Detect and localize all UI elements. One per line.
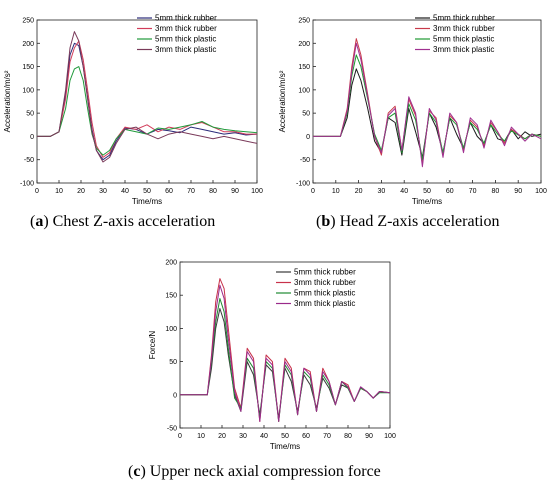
legend-label: 5mm thick rubber (294, 268, 356, 277)
caption-a-text: Chest Z-axis acceleration (48, 213, 216, 230)
x-tick-label: 30 (239, 433, 247, 440)
x-tick-label: 100 (535, 188, 547, 195)
x-tick-label: 0 (35, 188, 39, 195)
legend-label: 3mm thick rubber (294, 278, 356, 287)
series-line-3 (37, 66, 258, 156)
y-tick-label: 250 (298, 18, 310, 25)
plot-frame (179, 261, 391, 429)
caption-b: (b) Head Z-axis acceleration (316, 213, 500, 230)
chart-c: 0 10 20 30 40 50 60 70 80 90 100-50050100150200Tim… (148, 260, 396, 452)
y-tick-label: 100 (22, 87, 34, 94)
caption-c-letter: c (133, 463, 141, 480)
x-tick-label: 80 (209, 188, 217, 195)
x-tick-label: 90 (365, 433, 373, 440)
x-tick-label: 80 (344, 433, 352, 440)
series-line-2 (313, 38, 542, 165)
x-tick-label: 20 (77, 188, 85, 195)
series-line-4 (180, 284, 391, 422)
x-tick-label: 40 (260, 433, 268, 440)
series-line-4 (37, 31, 258, 163)
y-tick-label: 0 (173, 392, 177, 399)
chart-a: 0 10 20 30 40 50 60 70 80 90 100 -100 -50 0 50 100 150 20… (3, 14, 263, 207)
x-tick-label: 60 (165, 188, 173, 195)
x-tick-label: 60 (446, 188, 454, 195)
x-tick-label: 50 (143, 188, 151, 195)
x-tick-label: 30 (99, 188, 107, 195)
caption-a-letter: a (35, 213, 44, 230)
x-tick-label: 70 (469, 188, 477, 195)
y-tick-label: -100 (20, 181, 34, 188)
y-tick-label: 50 (169, 359, 177, 366)
x-tick-label: 40 (121, 188, 129, 195)
series-line-3 (313, 54, 542, 161)
plot-frame (312, 19, 542, 184)
x-tick-label: 20 (355, 188, 363, 195)
x-tick-label: 10 (332, 188, 340, 195)
y-tick-label: -100 (296, 181, 310, 188)
x-tick-label: 100 (251, 188, 263, 195)
x-axis-title: Time/ms (412, 197, 442, 206)
x-tick-label: 50 (281, 433, 289, 440)
series-line-2 (180, 278, 391, 422)
legend-label: 3mm thick rubber (155, 24, 217, 33)
x-tick-label: 100 (384, 433, 396, 440)
x-tick-label: 50 (423, 188, 431, 195)
legend-label: 5mm thick plastic (294, 289, 355, 298)
y-tick-label: 50 (26, 111, 34, 118)
y-tick-label: -50 (300, 157, 310, 164)
caption-c-text: Upper neck axial compression force (145, 463, 381, 480)
legend-label: 3mm thick rubber (433, 24, 495, 33)
series-line-1 (37, 42, 258, 161)
x-tick-label: 70 (323, 433, 331, 440)
x-axis-title: Time/ms (270, 442, 300, 451)
plot-frame (36, 19, 258, 184)
x-tick-label: 60 (302, 433, 310, 440)
caption-c: (c) Upper neck axial compression force (128, 463, 381, 480)
y-tick-label: 0 (30, 134, 34, 141)
legend-label: 5mm thick rubber (433, 14, 495, 23)
y-axis-title: Force/N (148, 331, 157, 360)
y-tick-label: 150 (165, 293, 177, 300)
legend-label: 5mm thick plastic (155, 35, 216, 44)
legend-label: 5mm thick plastic (433, 35, 494, 44)
x-tick-label: 0 (178, 433, 182, 440)
caption-b-text: Head Z-axis acceleration (335, 213, 500, 230)
y-tick-label: 100 (165, 326, 177, 333)
y-tick-label: 200 (298, 41, 310, 48)
x-tick-label: 80 (492, 188, 500, 195)
y-tick-label: -50 (24, 157, 34, 164)
series-line-4 (313, 42, 542, 168)
x-tick-label: 10 (197, 433, 205, 440)
x-tick-label: 20 (218, 433, 226, 440)
x-axis-title: Time/ms (132, 197, 162, 206)
x-tick-label: 30 (378, 188, 386, 195)
y-tick-label: 200 (165, 260, 177, 267)
y-axis-title: Acceleration/m/s² (3, 70, 12, 132)
x-tick-label: 10 (55, 188, 63, 195)
y-tick-label: 50 (302, 111, 310, 118)
y-axis-title: Acceleration/m/s² (278, 70, 287, 132)
y-tick-label: -50 (167, 426, 177, 433)
legend-label: 3mm thick plastic (294, 299, 355, 308)
caption-a: (a) Chest Z-axis acceleration (30, 213, 216, 230)
x-tick-label: 90 (231, 188, 239, 195)
caption-b-letter: b (321, 213, 331, 230)
y-tick-label: 100 (298, 87, 310, 94)
y-tick-label: 0 (306, 134, 310, 141)
x-tick-label: 40 (400, 188, 408, 195)
y-tick-label: 200 (22, 41, 34, 48)
y-tick-label: 150 (298, 64, 310, 71)
x-tick-label: 90 (514, 188, 522, 195)
legend-label: 3mm thick plastic (155, 45, 216, 54)
chart-b: 0 10 20 30 40 50 60 70 80 90 100 -100 -50 0 50 100 150 20… (278, 14, 547, 207)
x-tick-label: 0 (311, 188, 315, 195)
legend-label: 5mm thick rubber (155, 14, 217, 23)
y-tick-label: 250 (22, 18, 34, 25)
legend-label: 3mm thick plastic (433, 45, 494, 54)
x-tick-label: 70 (187, 188, 195, 195)
y-tick-label: 150 (22, 64, 34, 71)
